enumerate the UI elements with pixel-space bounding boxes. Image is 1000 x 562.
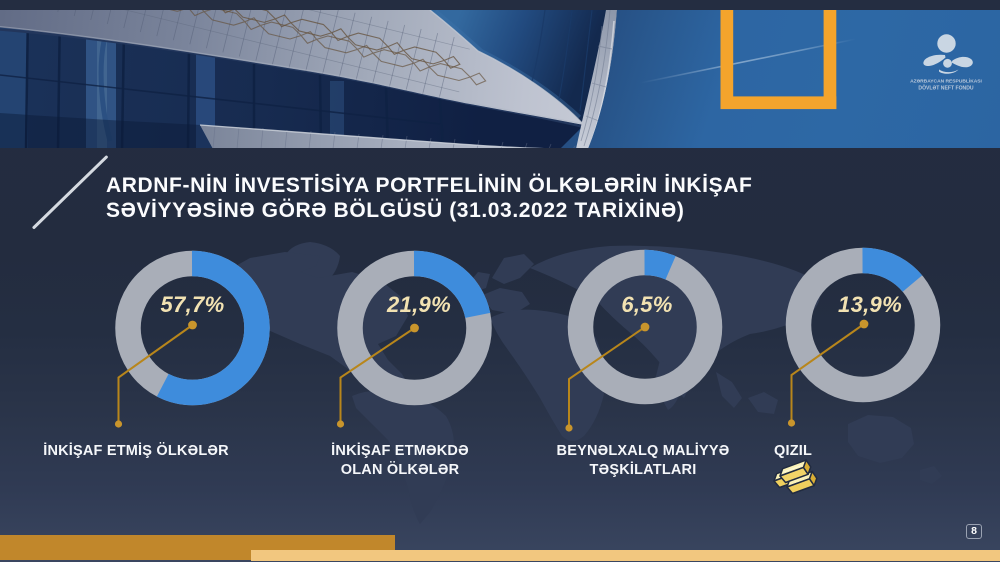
svg-text:DÖVLƏT NEFT FONDU: DÖVLƏT NEFT FONDU	[918, 85, 974, 92]
svg-text:AZƏRBAYCAN RESPUBLİKASI: AZƏRBAYCAN RESPUBLİKASI	[910, 78, 982, 85]
